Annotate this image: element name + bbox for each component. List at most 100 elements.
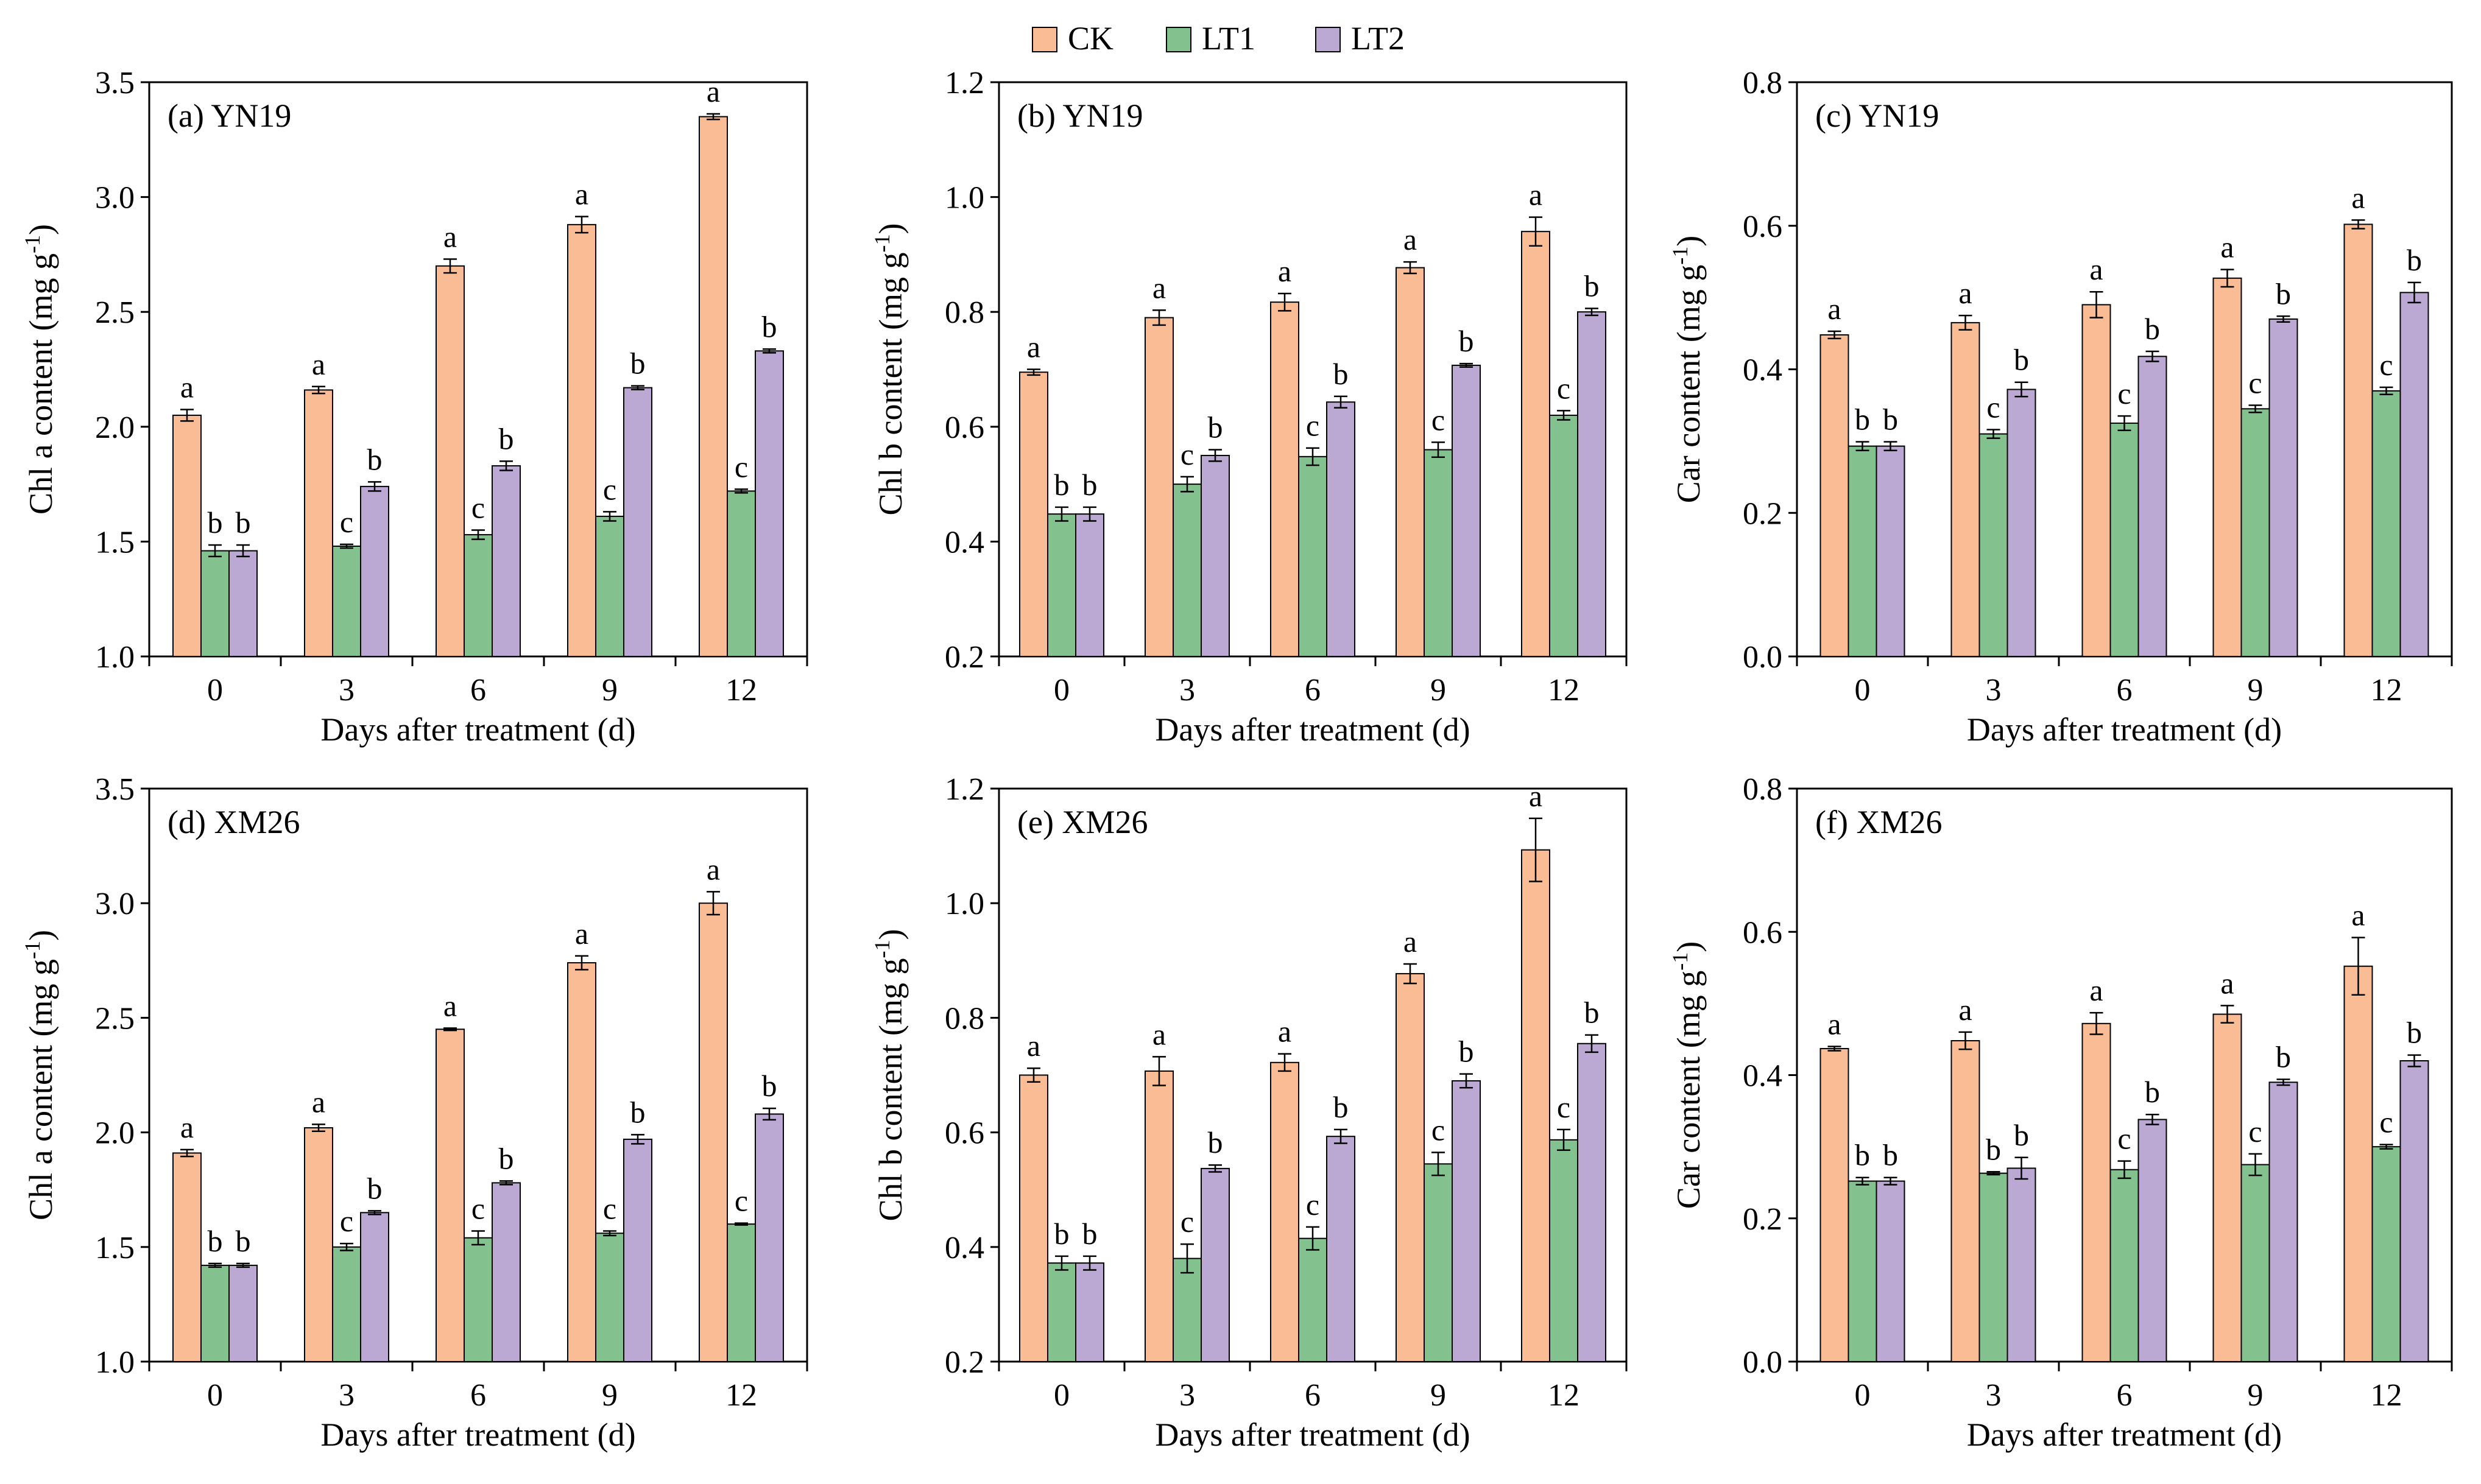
significance-letter: c <box>1306 1187 1319 1222</box>
panel-title: (b) YN19 <box>1017 97 1143 134</box>
x-tick-label: 0 <box>207 1378 223 1413</box>
panel-title: (e) XM26 <box>1017 804 1148 840</box>
significance-letter: b <box>1208 410 1223 445</box>
bar-lt2 <box>1577 1043 1606 1362</box>
y-tick-label: 0.4 <box>1743 353 1782 388</box>
bar-lt1 <box>1298 1237 1327 1363</box>
significance-letter: c <box>603 472 616 506</box>
bar-lt2 <box>2399 1060 2429 1362</box>
bar-lt2 <box>755 1113 784 1363</box>
significance-letter: a <box>1827 1007 1841 1041</box>
significance-letter: a <box>575 177 588 211</box>
significance-letter: b <box>1584 996 1600 1030</box>
bar-ck <box>699 902 728 1362</box>
significance-letter: a <box>443 219 457 253</box>
bar-ck <box>567 223 596 657</box>
y-axis-label-superscript: -1 <box>1668 952 1692 971</box>
bar-lt2 <box>492 1182 521 1362</box>
significance-letter: a <box>707 852 720 886</box>
y-tick-label: 0.4 <box>945 1231 984 1265</box>
bar-lt1 <box>1978 1172 2008 1362</box>
y-tick-label: 2.0 <box>95 410 135 445</box>
significance-letter: c <box>1431 1113 1445 1147</box>
bar-lt1 <box>1549 1139 1578 1362</box>
significance-letter: a <box>2089 973 2103 1007</box>
bar-lt1 <box>1173 1257 1202 1363</box>
y-axis-label-main: Chl a content (mg g <box>23 959 59 1220</box>
significance-letter: a <box>2220 230 2234 264</box>
significance-letter: c <box>735 1184 748 1218</box>
bar-lt1 <box>332 545 361 657</box>
significance-letter: a <box>1152 270 1166 304</box>
bar-lt1 <box>464 1237 493 1363</box>
significance-letter: a <box>575 916 588 951</box>
x-tick-label: 3 <box>1986 673 2002 708</box>
x-tick-label: 12 <box>725 1378 757 1413</box>
significance-letter: b <box>236 505 251 540</box>
x-tick-label: 3 <box>339 673 355 708</box>
significance-letter: c <box>1181 1204 1194 1239</box>
bar-ck <box>1270 1061 1299 1362</box>
significance-letter: a <box>1958 993 1972 1027</box>
bar-lt2 <box>360 1212 389 1362</box>
y-tick-label: 0.6 <box>1743 209 1782 244</box>
bar-lt1 <box>2109 422 2139 657</box>
significance-letter: a <box>312 1085 325 1119</box>
significance-letter: a <box>1827 292 1841 326</box>
bar-lt2 <box>623 387 652 658</box>
significance-letter: c <box>340 505 353 539</box>
y-tick-label: 2.5 <box>95 1001 135 1036</box>
significance-letter: a <box>180 370 194 404</box>
panel-title: (a) YN19 <box>168 97 291 134</box>
legend-label-ck: CK <box>1068 20 1113 57</box>
significance-letter: a <box>1529 178 1542 212</box>
x-tick-label: 12 <box>725 673 757 708</box>
bar-ck <box>304 389 333 657</box>
y-axis-label-close: ) <box>23 930 59 941</box>
y-axis-label-close: ) <box>1670 236 1707 247</box>
x-tick-label: 0 <box>207 673 223 708</box>
bar-lt1 <box>1424 449 1453 658</box>
bar-ck <box>2212 277 2242 657</box>
bar-lt1 <box>1047 513 1076 657</box>
y-axis-label: Chl a content (mg g-1) <box>20 224 59 515</box>
x-tick-label: 0 <box>1054 1378 1070 1413</box>
x-tick-label: 9 <box>602 673 618 708</box>
y-axis-label: Chl b content (mg g-1) <box>870 929 909 1222</box>
significance-letter: b <box>367 442 383 476</box>
x-tick-label: 3 <box>1179 1378 1195 1413</box>
bar-lt1 <box>200 1264 230 1363</box>
y-axis-label: Car content (mg g-1) <box>1668 236 1707 503</box>
bar-ck <box>1270 301 1299 657</box>
x-axis-label: Days after treatment (d) <box>1967 1416 2282 1453</box>
significance-letter: b <box>2276 276 2291 311</box>
legend: CK LT1 LT2 <box>1032 20 1405 57</box>
y-tick-label: 1.0 <box>95 640 135 675</box>
x-tick-label: 6 <box>470 1378 486 1413</box>
significance-letter: b <box>1883 403 1898 437</box>
y-tick-label: 0.8 <box>1743 66 1782 100</box>
x-tick-label: 6 <box>470 673 486 708</box>
y-tick-label: 0.2 <box>1743 496 1782 531</box>
bar-lt2 <box>1876 1180 1905 1362</box>
bar-lt2 <box>492 465 521 657</box>
y-tick-label: 0.8 <box>945 295 984 330</box>
significance-letter: b <box>499 421 514 455</box>
y-tick-label: 3.0 <box>95 181 135 216</box>
x-tick-label: 12 <box>2371 673 2402 708</box>
significance-letter: a <box>2351 180 2365 214</box>
significance-letter: b <box>1333 357 1349 391</box>
bar-ck <box>1396 267 1425 657</box>
significance-letter: b <box>2145 1075 2160 1109</box>
bar-lt1 <box>595 515 624 658</box>
x-tick-label: 9 <box>1430 673 1446 708</box>
bar-lt2 <box>360 485 389 657</box>
significance-letter: b <box>1054 468 1070 502</box>
y-tick-label: 0.6 <box>945 410 984 445</box>
y-tick-label: 0.2 <box>945 1345 984 1380</box>
x-tick-label: 0 <box>1855 1378 1871 1413</box>
significance-letter: c <box>603 1191 616 1225</box>
